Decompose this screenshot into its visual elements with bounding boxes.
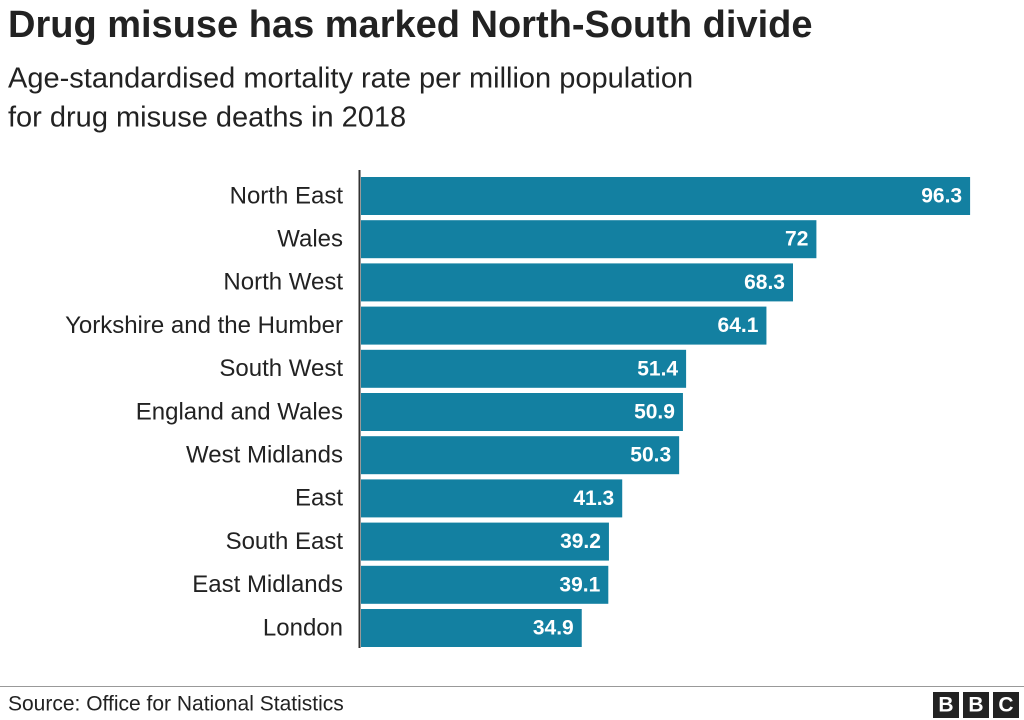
bar <box>361 263 793 302</box>
category-label: East <box>295 485 343 512</box>
value-label: 96.3 <box>921 185 962 208</box>
value-label: 50.3 <box>630 444 671 467</box>
chart-subtitle: for drug misuse deaths in 2018 <box>8 102 406 134</box>
value-label: 50.9 <box>634 401 675 424</box>
value-label: 72 <box>785 228 808 251</box>
bar <box>361 349 687 388</box>
bar <box>361 479 623 518</box>
bar <box>361 393 683 431</box>
bar <box>361 436 680 475</box>
category-label: London <box>263 614 343 641</box>
bar <box>361 522 609 561</box>
value-label: 64.1 <box>718 314 759 337</box>
value-label: 39.2 <box>560 530 601 553</box>
value-label: 41.3 <box>573 487 614 510</box>
chart-subtitle: Age-standardised mortality rate per mill… <box>8 63 693 95</box>
category-label: West Midlands <box>186 442 343 469</box>
bar <box>361 609 582 647</box>
category-label: Wales <box>277 226 343 253</box>
logo-letter: C <box>998 694 1013 717</box>
logo-letter: B <box>968 694 983 717</box>
category-label: England and Wales <box>136 398 343 425</box>
category-label: North West <box>223 269 343 296</box>
logo-box <box>933 692 959 718</box>
bar <box>361 177 971 215</box>
bar <box>361 220 817 259</box>
value-label: 34.9 <box>533 617 574 640</box>
logo-letter: B <box>938 694 953 717</box>
value-label: 51.4 <box>637 357 678 380</box>
value-label: 39.1 <box>559 573 600 596</box>
logo-box <box>963 692 989 718</box>
category-label: South East <box>226 528 344 555</box>
category-label: South West <box>219 355 343 382</box>
bar <box>361 306 767 345</box>
value-label: 68.3 <box>744 271 785 294</box>
logo-box <box>993 692 1019 718</box>
category-label: North East <box>230 182 344 209</box>
bar <box>361 565 609 604</box>
category-label: Yorkshire and the Humber <box>65 312 343 339</box>
chart-title: Drug misuse has marked North-South divid… <box>8 4 812 46</box>
source: Source: Office for National Statistics <box>8 693 344 716</box>
category-label: East Midlands <box>192 571 343 598</box>
